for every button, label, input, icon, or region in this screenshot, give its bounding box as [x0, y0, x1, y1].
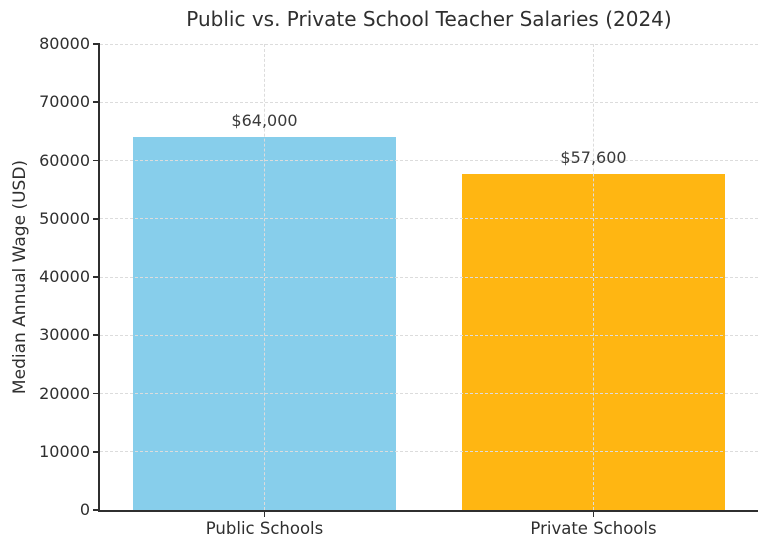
x-tick-mark	[263, 510, 266, 517]
y-tick-label: 10000	[39, 441, 90, 461]
y-gridline	[100, 276, 758, 278]
y-tick-label: 30000	[39, 325, 90, 345]
y-gridline	[100, 218, 758, 220]
y-tick-label: 40000	[39, 267, 90, 286]
y-tick-mark	[93, 217, 100, 220]
x-tick-label-public-schools: Public Schools	[205, 519, 324, 538]
y-tick-label: 20000	[39, 383, 90, 403]
y-tick-label: 0	[79, 500, 90, 519]
y-tick-mark	[93, 101, 100, 104]
x-tick-mark	[592, 510, 595, 517]
y-tick-label: 60000	[39, 150, 90, 170]
x-tick-label-private-schools: Private Schools	[530, 519, 657, 538]
y-gridline	[100, 334, 758, 336]
y-tick-mark	[93, 159, 100, 162]
y-tick-label: 50000	[39, 208, 90, 228]
y-gridline	[100, 160, 758, 161]
y-tick-label: 80000	[39, 34, 90, 53]
y-axis-spine	[98, 44, 100, 512]
y-tick-mark	[93, 392, 100, 395]
y-tick-mark	[93, 509, 100, 511]
y-gridline	[100, 43, 758, 45]
y-tick-mark	[93, 43, 100, 45]
y-gridline	[100, 451, 758, 453]
x-axis-spine	[98, 510, 758, 512]
bar-value-label: $57,600	[560, 148, 627, 168]
y-tick-label: 70000	[39, 92, 90, 112]
y-gridline	[100, 393, 758, 394]
x-gridline	[264, 44, 265, 510]
y-tick-mark	[93, 450, 100, 453]
y-gridline	[100, 101, 758, 103]
chart-title: Public vs. Private School Teacher Salari…	[186, 7, 672, 31]
x-gridline	[593, 44, 594, 510]
y-tick-mark	[93, 334, 100, 337]
bar-value-label: $64,000	[231, 111, 298, 131]
y-tick-mark	[93, 276, 100, 278]
